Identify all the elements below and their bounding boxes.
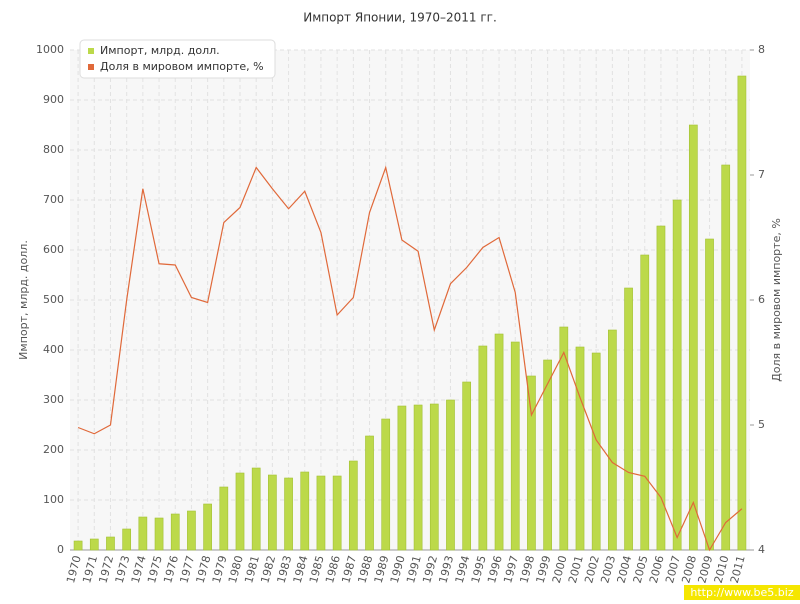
bar bbox=[559, 326, 569, 551]
bar bbox=[268, 474, 277, 551]
watermark-bg bbox=[684, 585, 800, 600]
y-tick-label: 700 bbox=[43, 193, 64, 206]
y-tick-label: 500 bbox=[43, 293, 64, 306]
bar bbox=[316, 475, 326, 551]
bar bbox=[154, 517, 164, 551]
bar bbox=[235, 472, 245, 551]
y2-tick-label: 5 bbox=[758, 418, 765, 431]
y-tick-label: 600 bbox=[43, 243, 64, 256]
bar bbox=[721, 164, 731, 551]
legend-swatch bbox=[88, 48, 94, 54]
legend-box bbox=[79, 39, 276, 79]
bar bbox=[656, 225, 666, 551]
bar bbox=[106, 536, 115, 551]
bar bbox=[219, 486, 229, 551]
y2-tick-label: 8 bbox=[758, 43, 765, 56]
y-tick-label: 200 bbox=[43, 443, 64, 456]
y2-tick-label: 7 bbox=[758, 168, 765, 181]
bar bbox=[672, 199, 682, 551]
bar bbox=[575, 346, 585, 551]
line bbox=[77, 165, 743, 552]
bar bbox=[170, 513, 180, 551]
bar bbox=[73, 540, 83, 551]
bar bbox=[737, 75, 747, 551]
y-tick-label: 0 bbox=[57, 543, 64, 556]
bar bbox=[510, 341, 520, 551]
y-tick-label: 100 bbox=[43, 493, 64, 506]
bar bbox=[300, 471, 310, 551]
bar bbox=[122, 528, 132, 551]
bar bbox=[397, 405, 407, 551]
bar bbox=[332, 475, 342, 551]
bar bbox=[203, 503, 212, 551]
y2-tick-label: 4 bbox=[758, 543, 765, 556]
bar bbox=[527, 375, 536, 551]
bar bbox=[138, 516, 148, 551]
y-tick-label: 800 bbox=[43, 143, 64, 156]
bar bbox=[462, 381, 472, 551]
bar bbox=[284, 477, 293, 551]
bar bbox=[494, 333, 504, 551]
bar bbox=[446, 399, 455, 551]
bar bbox=[478, 345, 488, 551]
legend-label: Импорт, млрд. долл. bbox=[100, 44, 220, 57]
bar bbox=[187, 510, 196, 551]
y-tick-label: 900 bbox=[43, 93, 64, 106]
bar bbox=[640, 254, 650, 551]
chart-title: Импорт Японии, 1970–2011 гг. bbox=[303, 11, 497, 25]
bar bbox=[624, 287, 633, 551]
y2-tick-label: 6 bbox=[758, 293, 765, 306]
y-tick-label: 400 bbox=[43, 343, 64, 356]
bar bbox=[591, 352, 601, 551]
bar bbox=[365, 435, 374, 551]
legend-swatch bbox=[88, 64, 94, 70]
y-tick-label: 1000 bbox=[36, 43, 64, 56]
bar bbox=[381, 418, 391, 551]
bar bbox=[688, 124, 698, 551]
watermark: http://www.be5.biz bbox=[690, 586, 793, 599]
bar bbox=[348, 460, 358, 551]
bar bbox=[89, 538, 99, 551]
bar bbox=[251, 467, 261, 551]
legend-label: Доля в мировом импорте, % bbox=[100, 60, 264, 73]
y-axis-title: Импорт, млрд. долл. bbox=[17, 240, 30, 360]
y-tick-label: 300 bbox=[43, 393, 64, 406]
bar bbox=[429, 403, 439, 551]
y2-axis-title: Доля в мировом импорте, % bbox=[770, 218, 783, 382]
bar bbox=[608, 329, 617, 551]
bar bbox=[705, 238, 714, 551]
bar bbox=[543, 359, 552, 551]
bar bbox=[413, 404, 423, 551]
